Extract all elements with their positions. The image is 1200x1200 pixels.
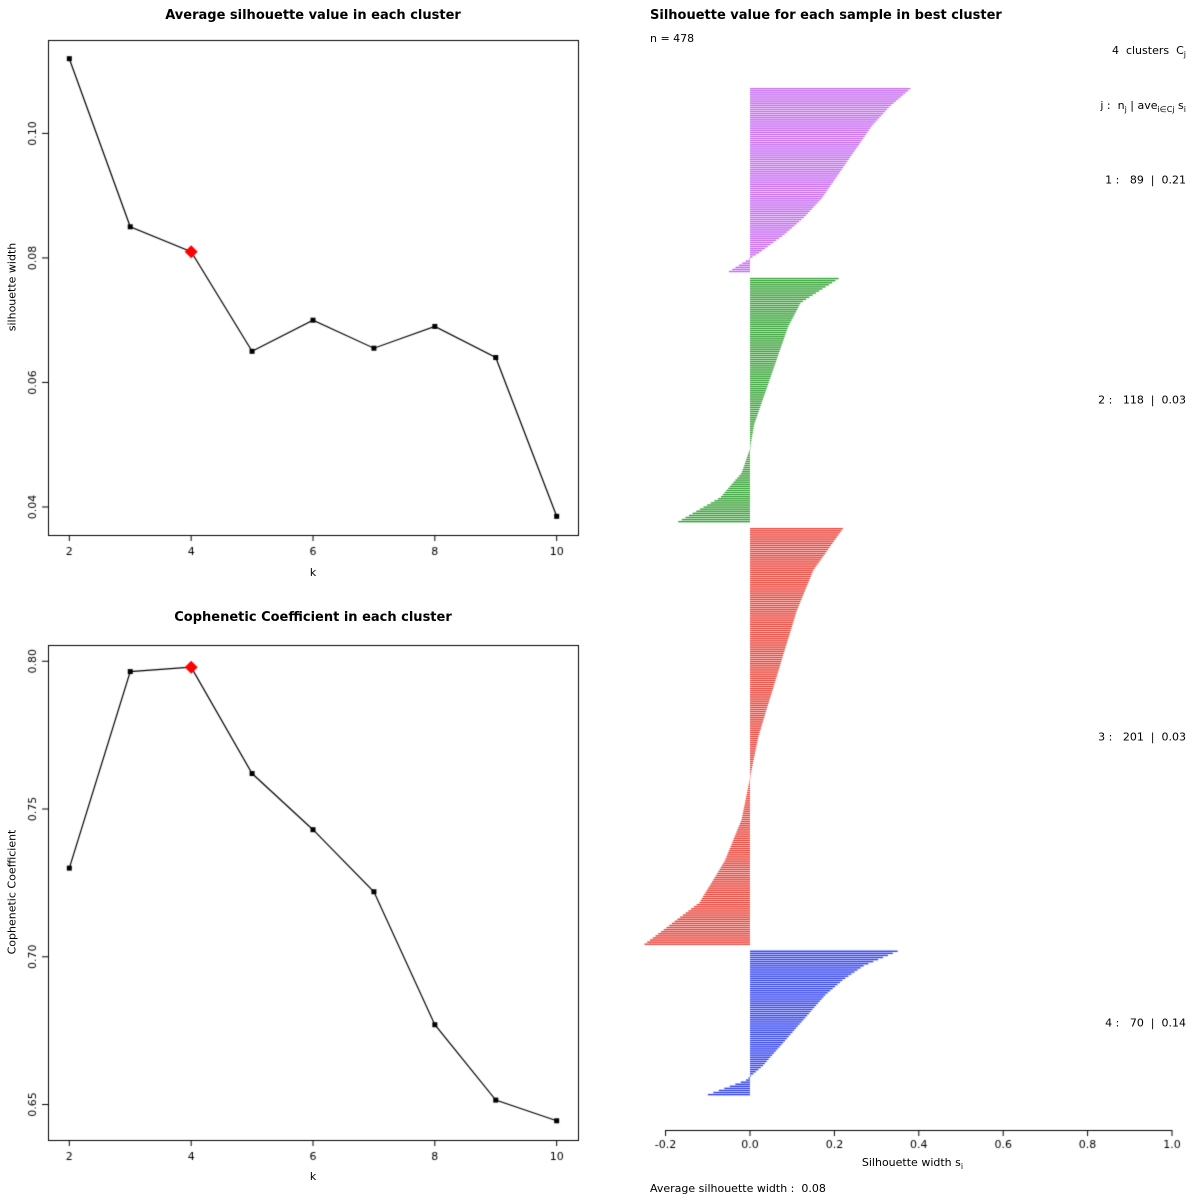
cluster-header-line2-p2: | ave <box>1126 99 1158 113</box>
cluster-header-line2-p3: i∈Cj <box>1157 105 1175 115</box>
silhouette-xlabel: Silhouette width si <box>650 1156 1175 1171</box>
cluster-header-line1-sub: j <box>1183 50 1186 60</box>
cluster-4-label: 4 : 70 | 0.14 <box>1105 1016 1186 1030</box>
cophenetic-ylabel: Cophenetic Coefficient <box>5 829 19 955</box>
avg-silhouette-xlabel: k <box>309 566 317 579</box>
cluster-3-label: 3 : 201 | 0.03 <box>1098 730 1186 744</box>
silhouette-cluster-header: 4 clusters Cj j : nj | avei∈Cj si <box>1100 8 1186 152</box>
silhouette-xlabel-text: Silhouette width s <box>861 1156 961 1169</box>
cluster-header-line1-text: 4 clusters C <box>1111 44 1184 57</box>
avg-silhouette-title: Average silhouette value in each cluster <box>165 8 461 23</box>
cophenetic-title: Cophenetic Coefficient in each cluster <box>174 610 452 625</box>
cluster-header-line2-p0: j : n <box>1100 99 1125 113</box>
cluster-2-label: 2 : 118 | 0.03 <box>1098 393 1186 407</box>
cluster-header-line1: 4 clusters Cj <box>1100 42 1186 63</box>
cluster-header-line2-p4: s <box>1174 99 1184 113</box>
avg-silhouette-ylabel: silhouette width <box>5 242 19 332</box>
cluster-header-line2-p1: j <box>1124 105 1127 115</box>
cluster-1-label: 1 : 89 | 0.21 <box>1105 173 1186 187</box>
cluster-header-line2: j : nj | avei∈Cj si <box>1100 97 1186 118</box>
cluster-header-line2-p5: i <box>1183 105 1186 115</box>
silhouette-xlabel-sub: i <box>960 1162 964 1172</box>
silhouette-title: Silhouette value for each sample in best… <box>650 8 1002 23</box>
average-silhouette-width-footer: Average silhouette width : 0.08 <box>650 1182 826 1195</box>
cophenetic-xlabel: k <box>309 1170 317 1183</box>
silhouette-n-label: n = 478 <box>650 32 695 45</box>
